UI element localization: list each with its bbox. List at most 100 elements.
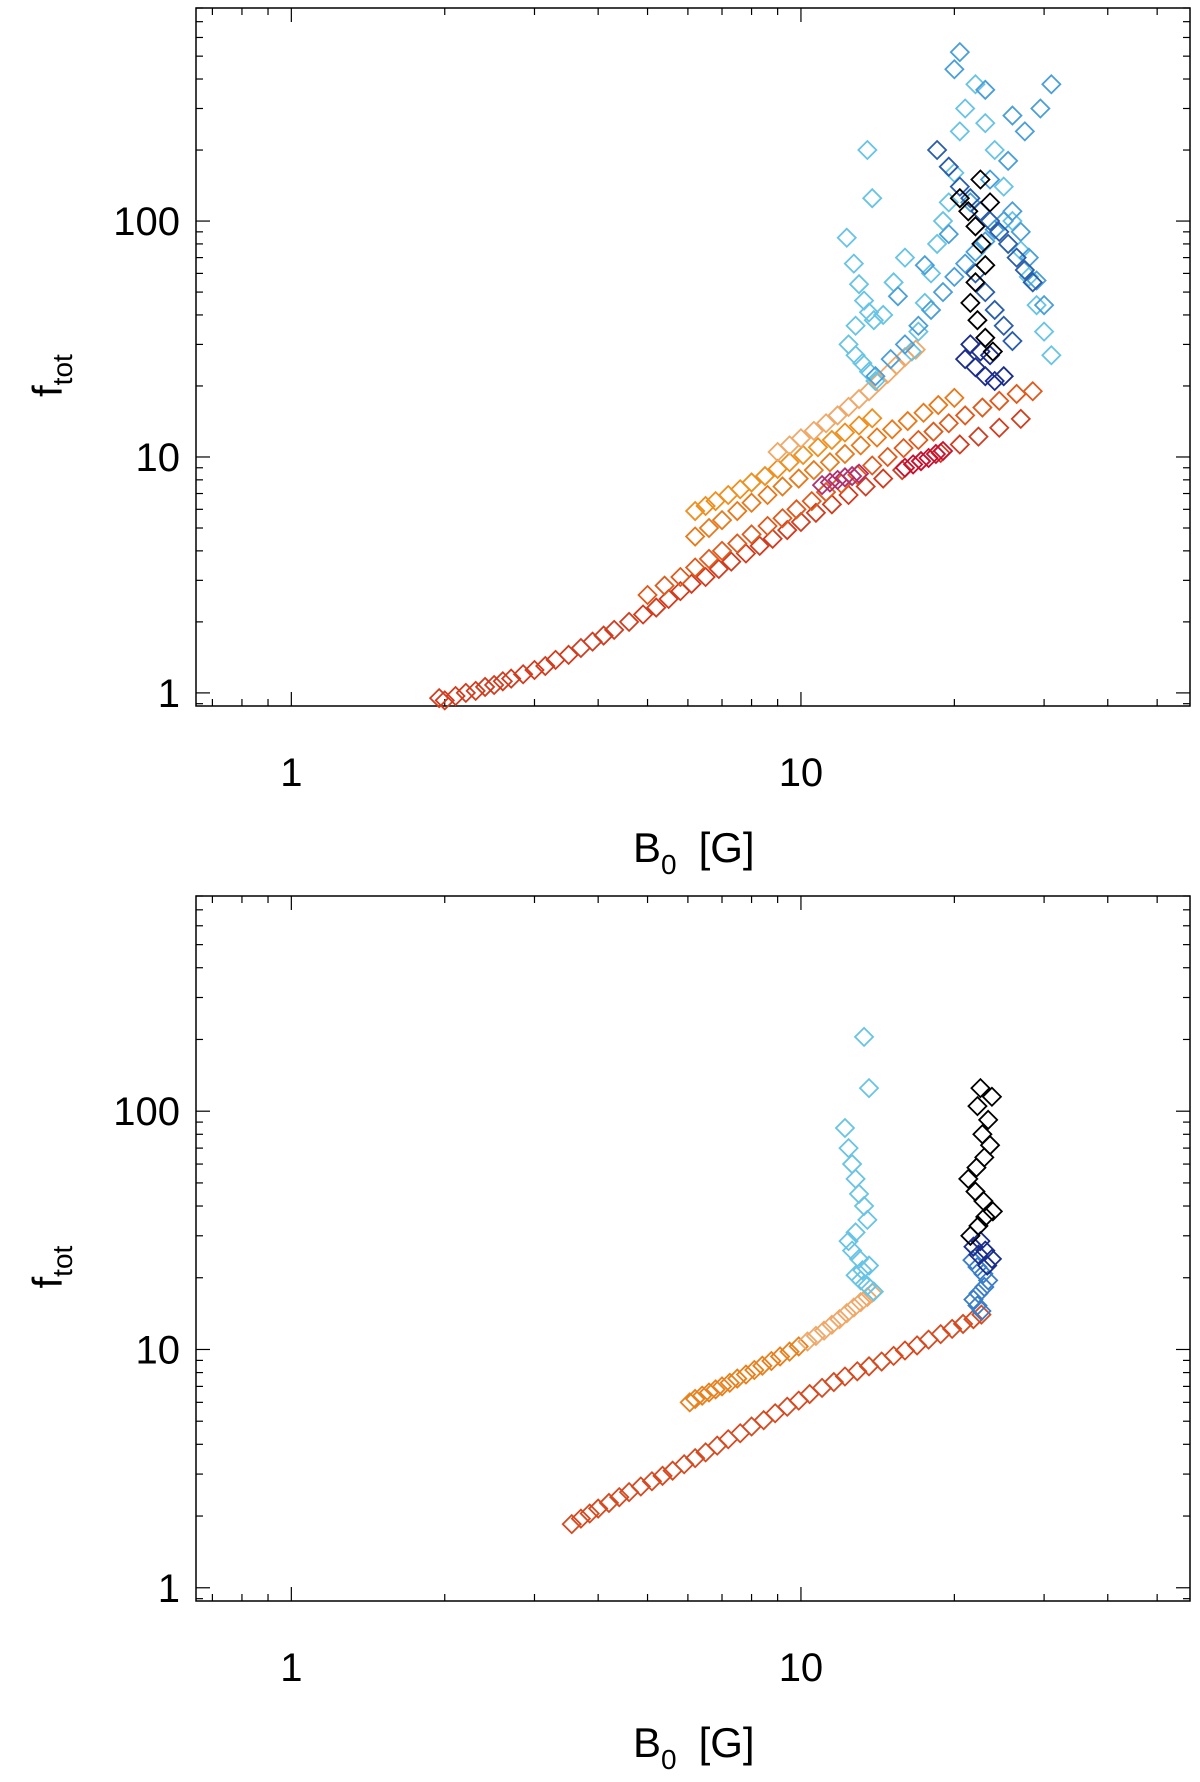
- series-3: [684, 407, 883, 522]
- data-point: [975, 1206, 996, 1228]
- data-point: [932, 210, 954, 232]
- data-point: [834, 1366, 856, 1387]
- data-point: [711, 509, 733, 531]
- data-point: [973, 1190, 994, 1212]
- data-point: [1002, 105, 1023, 126]
- data-point: [976, 1255, 998, 1276]
- data-point: [974, 1276, 995, 1298]
- data-point: [975, 79, 996, 101]
- data-point: [865, 365, 886, 387]
- data-point: [823, 1371, 845, 1393]
- data-point: [857, 139, 878, 161]
- data-point: [670, 566, 691, 588]
- data-point: [979, 192, 1001, 213]
- data-point: [883, 1345, 904, 1367]
- data-point: [993, 315, 1015, 337]
- data-point: [954, 253, 976, 274]
- data-point: [1033, 321, 1055, 342]
- data-point: [949, 434, 971, 455]
- data-point: [821, 1314, 843, 1336]
- data-point: [908, 321, 929, 342]
- tick-marks: [196, 7, 1190, 706]
- data-point: [918, 447, 939, 469]
- data-point: [861, 407, 883, 429]
- data-point: [841, 465, 863, 487]
- data-point: [965, 241, 986, 263]
- data-point: [863, 309, 885, 331]
- y-tick-label: 100: [113, 1090, 180, 1134]
- data-point: [741, 472, 762, 493]
- data-point: [920, 263, 942, 284]
- data-point: [705, 1379, 726, 1400]
- x-axis-label: B0 [G]: [633, 824, 755, 880]
- data-point: [977, 1109, 999, 1131]
- data-point: [897, 410, 918, 432]
- data-point: [977, 1270, 999, 1291]
- data-point: [852, 352, 873, 374]
- data-point: [838, 484, 859, 506]
- y-tick-label: 100: [113, 200, 180, 244]
- data-point: [979, 210, 1001, 232]
- data-point: [954, 348, 976, 370]
- data-point: [1002, 201, 1023, 222]
- data-point: [637, 584, 658, 606]
- data-point: [954, 405, 976, 426]
- data-point: [1026, 270, 1047, 291]
- data-point: [711, 540, 733, 562]
- data-point: [971, 233, 992, 255]
- data-point: [630, 1476, 652, 1497]
- data-point: [834, 443, 856, 465]
- series-7: [836, 74, 1062, 392]
- data-point: [819, 472, 841, 493]
- x-tick-label: 1: [280, 1646, 302, 1690]
- data-point: [706, 1435, 728, 1456]
- data-point: [1010, 408, 1032, 430]
- data-point: [954, 98, 976, 119]
- data-point: [691, 1385, 713, 1406]
- data-point: [848, 273, 870, 295]
- data-point: [853, 290, 875, 311]
- data-point: [845, 1264, 866, 1286]
- data-point: [968, 1244, 989, 1265]
- data-point: [988, 390, 1010, 412]
- data-point: [603, 619, 625, 641]
- data-point: [893, 437, 914, 459]
- data-point: [843, 253, 865, 274]
- data-point: [967, 1295, 988, 1316]
- data-point: [910, 450, 932, 472]
- data-point: [848, 1248, 870, 1270]
- data-point: [902, 454, 924, 475]
- data-point: [855, 476, 876, 497]
- data-point: [944, 387, 965, 409]
- data-point: [561, 1513, 583, 1535]
- data-point: [984, 139, 1005, 161]
- data-point: [1041, 74, 1062, 95]
- data-point: [926, 233, 948, 255]
- data-point: [966, 1157, 987, 1178]
- data-point: [960, 334, 981, 355]
- data-point: [786, 499, 807, 520]
- data-point: [949, 41, 971, 63]
- y-tick-label: 10: [136, 436, 181, 480]
- data-point: [684, 526, 706, 547]
- data-point: [973, 1263, 994, 1284]
- data-point: [799, 1383, 820, 1405]
- series-6: [958, 1077, 1004, 1247]
- data-point: [901, 341, 923, 362]
- data-point: [801, 490, 823, 512]
- data-point: [938, 223, 960, 245]
- data-point: [753, 1409, 774, 1431]
- data-point: [981, 1086, 1003, 1108]
- data-point: [949, 187, 971, 209]
- data-point: [695, 566, 716, 588]
- data-point: [965, 357, 986, 378]
- data-point: [857, 1286, 878, 1308]
- data-point: [593, 625, 614, 646]
- data-point: [960, 292, 981, 314]
- y-axis-label: ftot: [24, 354, 78, 397]
- data-point: [965, 272, 986, 293]
- data-point: [1014, 259, 1036, 281]
- data-point: [866, 427, 888, 448]
- data-point: [1014, 121, 1036, 142]
- data-point: [790, 428, 812, 449]
